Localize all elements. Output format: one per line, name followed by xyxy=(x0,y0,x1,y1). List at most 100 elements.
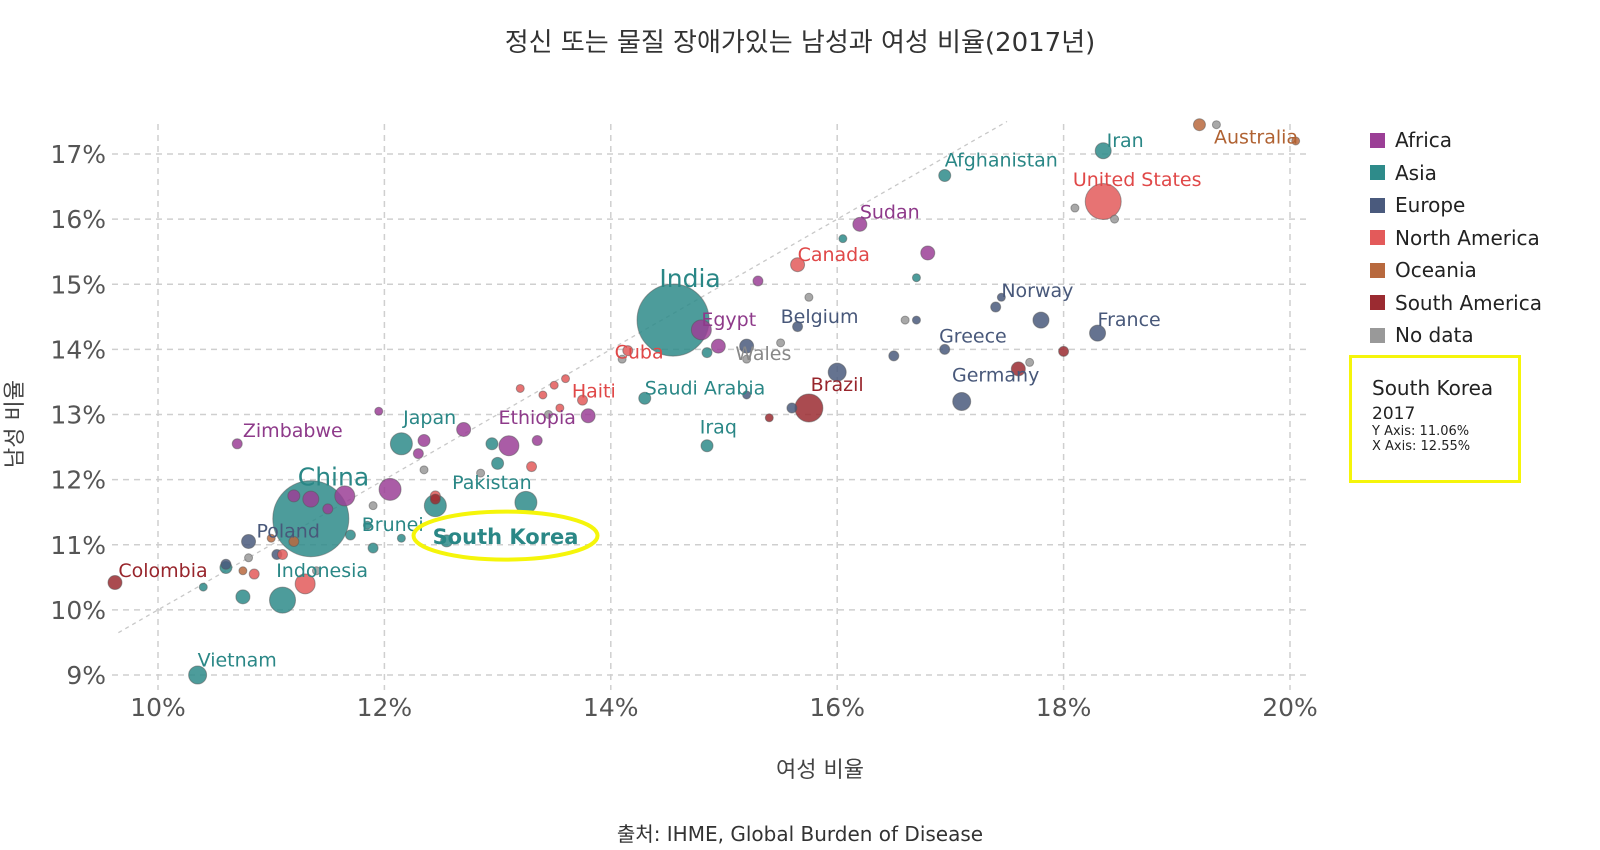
data-point[interactable] xyxy=(752,275,764,287)
point-brazil[interactable] xyxy=(794,393,824,423)
point-vietnam[interactable] xyxy=(188,665,208,685)
data-point[interactable] xyxy=(287,489,301,503)
data-point[interactable] xyxy=(419,465,429,475)
data-point[interactable] xyxy=(900,315,910,325)
data-point[interactable] xyxy=(888,350,900,362)
point-haiti[interactable] xyxy=(577,394,588,406)
data-point[interactable] xyxy=(367,542,379,554)
point-zimbabwe[interactable] xyxy=(231,438,243,450)
legend-item-no-data[interactable]: No data xyxy=(1370,319,1542,352)
data-point[interactable] xyxy=(1032,311,1050,329)
point-wales[interactable] xyxy=(776,338,786,348)
data-point[interactable] xyxy=(742,390,752,400)
data-point[interactable] xyxy=(266,533,276,543)
data-point[interactable] xyxy=(739,338,755,354)
legend-item-north-america[interactable]: North America xyxy=(1370,222,1542,255)
data-point[interactable] xyxy=(344,529,356,541)
data-point[interactable] xyxy=(838,234,848,244)
data-point[interactable] xyxy=(198,582,208,592)
data-point[interactable] xyxy=(742,354,752,364)
point-saudi-arabia[interactable] xyxy=(638,391,652,405)
point-egypt[interactable] xyxy=(690,319,712,341)
point-japan[interactable] xyxy=(389,432,413,456)
legend-item-africa[interactable]: Africa xyxy=(1370,124,1542,157)
data-point[interactable] xyxy=(322,503,334,515)
legend-item-europe[interactable]: Europe xyxy=(1370,189,1542,222)
data-point[interactable] xyxy=(1291,136,1301,146)
data-point[interactable] xyxy=(288,535,300,547)
data-point[interactable] xyxy=(1110,214,1120,224)
data-point[interactable] xyxy=(764,413,774,423)
data-point[interactable] xyxy=(476,468,486,478)
data-point[interactable] xyxy=(786,402,798,414)
data-point[interactable] xyxy=(412,448,424,460)
data-point[interactable] xyxy=(417,434,431,448)
legend-item-south-america[interactable]: South America xyxy=(1370,287,1542,320)
data-point[interactable] xyxy=(710,338,726,354)
data-point[interactable] xyxy=(294,573,316,595)
data-point[interactable] xyxy=(911,273,921,283)
data-point[interactable] xyxy=(555,403,565,413)
data-point[interactable] xyxy=(396,533,406,543)
legend-item-asia[interactable]: Asia xyxy=(1370,157,1542,190)
data-point[interactable] xyxy=(378,477,402,501)
data-point[interactable] xyxy=(238,566,248,576)
data-point[interactable] xyxy=(220,558,232,570)
point-indonesia[interactable] xyxy=(269,586,297,614)
data-point[interactable] xyxy=(485,437,499,451)
data-point[interactable] xyxy=(235,589,251,605)
data-point[interactable] xyxy=(526,461,538,473)
point-canada[interactable] xyxy=(790,257,806,273)
data-point[interactable] xyxy=(302,490,320,508)
point-belgium[interactable] xyxy=(792,321,804,333)
data-point[interactable] xyxy=(804,292,814,302)
data-point[interactable] xyxy=(311,566,321,576)
data-point[interactable] xyxy=(1010,361,1026,377)
point-ethiopia[interactable] xyxy=(498,435,520,457)
point-norway[interactable] xyxy=(990,301,1002,313)
data-point[interactable] xyxy=(491,456,505,470)
data-point[interactable] xyxy=(429,493,441,505)
data-point[interactable] xyxy=(277,549,289,561)
point-france[interactable] xyxy=(1089,324,1107,342)
legend-item-oceania[interactable]: Oceania xyxy=(1370,254,1542,287)
data-point[interactable] xyxy=(701,347,713,359)
point-brunei[interactable] xyxy=(362,520,372,530)
point-poland[interactable] xyxy=(241,533,257,549)
data-point[interactable] xyxy=(244,553,254,563)
data-point[interactable] xyxy=(531,435,543,447)
data-point[interactable] xyxy=(580,408,596,424)
point-greece[interactable] xyxy=(939,343,951,355)
point-south-korea[interactable] xyxy=(440,534,454,548)
data-point[interactable] xyxy=(334,485,356,507)
point-iraq[interactable] xyxy=(700,439,714,453)
data-point[interactable] xyxy=(538,390,548,400)
data-point[interactable] xyxy=(1070,203,1080,213)
data-point[interactable] xyxy=(1025,357,1035,367)
point-colombia[interactable] xyxy=(107,575,123,591)
data-point[interactable] xyxy=(456,421,472,437)
point-germany[interactable] xyxy=(952,391,972,411)
point-cuba[interactable] xyxy=(622,345,634,357)
data-point[interactable] xyxy=(911,315,921,325)
data-point[interactable] xyxy=(561,374,571,384)
data-point[interactable] xyxy=(996,292,1006,302)
point-sudan[interactable] xyxy=(852,216,868,232)
data-point[interactable] xyxy=(920,245,936,261)
data-point[interactable] xyxy=(368,501,378,511)
data-point[interactable] xyxy=(515,383,525,393)
data-point[interactable] xyxy=(827,362,847,382)
point-india[interactable] xyxy=(636,283,710,357)
point-iran[interactable] xyxy=(1094,142,1112,160)
data-point[interactable] xyxy=(617,354,627,364)
data-point[interactable] xyxy=(1211,120,1221,130)
data-point[interactable] xyxy=(374,406,384,416)
data-point[interactable] xyxy=(1058,345,1070,357)
point-australia[interactable] xyxy=(1192,118,1206,132)
point-united-states[interactable] xyxy=(1084,183,1122,221)
data-point[interactable] xyxy=(248,568,260,580)
point-afghanistan[interactable] xyxy=(938,168,952,182)
data-point[interactable] xyxy=(544,410,554,419)
data-point[interactable] xyxy=(549,380,559,390)
